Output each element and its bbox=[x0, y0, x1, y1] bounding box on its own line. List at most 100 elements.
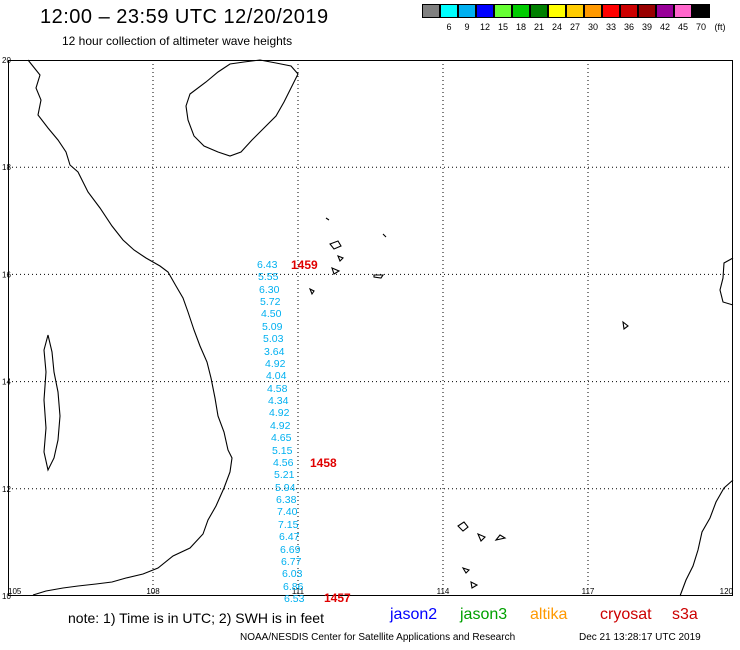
legend-tick-label: 21 bbox=[533, 22, 544, 32]
legend-swatch bbox=[584, 4, 602, 18]
swh-value-label: 6.30 bbox=[259, 283, 280, 296]
legend-tick-label: 30 bbox=[587, 22, 598, 32]
swh-value-label: 5.55 bbox=[258, 271, 279, 284]
longitude-label: 108 bbox=[146, 587, 160, 596]
latitude-label: 14 bbox=[2, 378, 11, 387]
swh-value-label: 4.56 bbox=[273, 456, 294, 469]
swh-value-label: 5.94 bbox=[275, 481, 296, 494]
coastline-spratly-islets bbox=[457, 320, 629, 589]
longitude-labels: 105 108 111 114 117 120 bbox=[8, 587, 734, 596]
legend-tick-label: 12 bbox=[479, 22, 490, 32]
legend-swatch bbox=[674, 4, 692, 18]
swh-value-label: 7.15 bbox=[278, 518, 299, 531]
legend-tick-label: 45 bbox=[677, 22, 688, 32]
legend-unit-label: (ft) bbox=[714, 22, 726, 32]
legend-tick-label: 39 bbox=[641, 22, 652, 32]
legend-tick-label: 36 bbox=[623, 22, 634, 32]
latitude-label: 16 bbox=[2, 270, 11, 279]
pass-time-label: 1459 bbox=[291, 258, 318, 272]
swh-value-label: 4.58 bbox=[267, 382, 288, 395]
generation-timestamp: Dec 21 13:28:17 UTC 2019 bbox=[579, 632, 701, 643]
swh-value-label: 4.04 bbox=[266, 370, 287, 383]
graticule-gridlines bbox=[8, 60, 733, 596]
swh-value-label: 3.64 bbox=[264, 345, 285, 358]
legend-swatch bbox=[638, 4, 656, 18]
swh-value-label: 6.43 bbox=[257, 259, 278, 271]
swh-value-label: 5.09 bbox=[262, 320, 283, 333]
swh-value-label: 6.38 bbox=[276, 494, 297, 507]
swh-value-label: 6.53 bbox=[284, 593, 305, 605]
latitude-label: 12 bbox=[2, 485, 11, 494]
map-canvas: 20 18 16 14 12 10 105 108 111 114 117 120 bbox=[2, 56, 734, 601]
longitude-label: 114 bbox=[437, 587, 450, 596]
latitude-label: 18 bbox=[2, 163, 11, 172]
map-panel: 20 18 16 14 12 10 105 108 111 114 117 120 6.43 5.55… bbox=[2, 56, 734, 605]
credit-text: NOAA/NESDIS Center for Satellite Applica… bbox=[240, 632, 516, 643]
legend-tick-label: 6 bbox=[446, 22, 452, 32]
satellite-legend-cryosat: cryosat bbox=[600, 606, 652, 623]
swh-value-label: 6.69 bbox=[280, 543, 301, 556]
note-text: note: 1) Time is in UTC; 2) SWH is in fe… bbox=[68, 610, 324, 626]
legend-tick-label: 9 bbox=[464, 22, 470, 32]
swh-value-label: 4.92 bbox=[269, 407, 290, 420]
swh-value-label: 5.15 bbox=[272, 444, 293, 457]
legend-swatch bbox=[512, 4, 530, 18]
satellite-legend-jason3: jason3 bbox=[460, 606, 508, 623]
legend-swatch bbox=[620, 4, 638, 18]
legend-tick-label: 24 bbox=[551, 22, 562, 32]
pass-time-label: 1457 bbox=[324, 591, 351, 605]
legend-swatch bbox=[494, 4, 512, 18]
legend-tick-label: 15 bbox=[497, 22, 508, 32]
legend-tick-label: 33 bbox=[605, 22, 616, 32]
legend-tick-label: 42 bbox=[659, 22, 670, 32]
legend-tick-label: 18 bbox=[515, 22, 526, 32]
swh-value-label: 6.47 bbox=[279, 531, 300, 544]
longitude-label: 117 bbox=[582, 587, 595, 596]
swh-value-label: 7.40 bbox=[277, 506, 298, 519]
swh-value-label: 5.21 bbox=[274, 469, 295, 482]
page-subtitle: 12 hour collection of altimeter wave hei… bbox=[62, 34, 293, 48]
coastline-western-islet bbox=[43, 334, 61, 472]
legend-swatch bbox=[602, 4, 620, 18]
coastline-luzon-edge bbox=[719, 257, 734, 306]
legend-swatch bbox=[656, 4, 674, 18]
legend-swatch bbox=[530, 4, 548, 18]
swh-value-label: 6.03 bbox=[282, 568, 303, 581]
legend-swatch bbox=[440, 4, 458, 18]
satellite-legend-altika: altika bbox=[530, 606, 568, 623]
page-title: 12:00 – 23:59 UTC 12/20/2019 bbox=[40, 6, 329, 28]
legend-tick-label: 27 bbox=[569, 22, 580, 32]
longitude-label: 111 bbox=[292, 587, 305, 596]
longitude-label: 120 bbox=[720, 587, 734, 596]
swh-value-label: 4.50 bbox=[261, 308, 282, 321]
coastline-mainland bbox=[27, 59, 233, 596]
swh-value-label: 5.72 bbox=[260, 296, 281, 309]
swh-value-label: 5.03 bbox=[263, 333, 284, 346]
coastline-hainan-island bbox=[185, 59, 299, 157]
swh-value-label: 4.92 bbox=[270, 419, 291, 432]
swh-value-label: 6.86 bbox=[283, 580, 304, 593]
swh-value-label: 6.77 bbox=[281, 555, 302, 568]
longitude-label: 105 bbox=[8, 587, 22, 596]
legend-swatch bbox=[548, 4, 566, 18]
legend-swatch bbox=[476, 4, 494, 18]
latitude-label: 10 bbox=[2, 592, 11, 601]
coastline-paracel-islets bbox=[308, 217, 387, 296]
latitude-label: 20 bbox=[2, 56, 11, 65]
pass-time-label: 1458 bbox=[310, 456, 337, 470]
swh-value-label: 4.92 bbox=[265, 357, 286, 370]
swh-value-label: 4.65 bbox=[271, 432, 292, 445]
legend-swatch bbox=[566, 4, 584, 18]
coastline bbox=[27, 59, 734, 597]
coastline-borneo-edge bbox=[679, 479, 734, 597]
legend-swatch bbox=[422, 4, 440, 18]
legend-swatch bbox=[692, 4, 710, 18]
satellite-legend-s3a: s3a bbox=[672, 606, 698, 623]
map-border bbox=[8, 60, 733, 596]
legend-swatch bbox=[458, 4, 476, 18]
swh-value-label: 4.34 bbox=[268, 395, 289, 408]
satellite-legend-jason2: jason2 bbox=[390, 606, 438, 623]
legend-tick-label: 70 bbox=[695, 22, 706, 32]
latitude-labels: 20 18 16 14 12 10 bbox=[2, 56, 11, 601]
